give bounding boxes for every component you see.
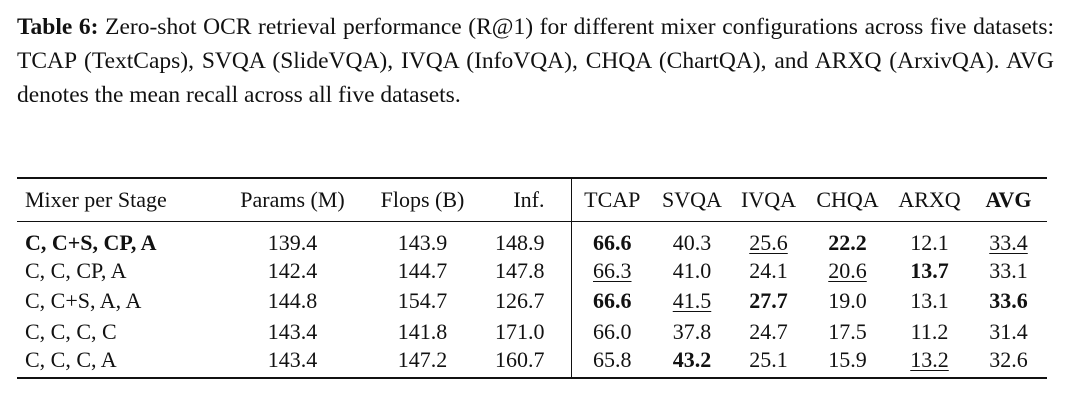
table-cell: 33.6 — [989, 288, 1028, 314]
table-cell: 126.7 — [495, 288, 545, 314]
table-cell: 66.6 — [570, 221, 653, 256]
table-row: C, C+S, A, A 144.8 154.7 126.7 66.6 41.5 27.7 1… — [17, 286, 1047, 317]
column-header: IVQA — [741, 186, 796, 212]
table-cell: 143.9 — [397, 229, 448, 255]
table-cell: 147.2 — [397, 347, 448, 372]
column-header: ARXQ — [898, 186, 961, 212]
table-cell: 32.6 — [989, 347, 1028, 372]
table-cell: 144.8 — [267, 288, 318, 314]
column-header: Flops (B) — [380, 186, 465, 212]
caption-text: Zero-shot OCR retrieval performance (R@1… — [17, 14, 1054, 108]
table-cell: 19.0 — [828, 288, 867, 314]
table-cell: 154.7 — [397, 288, 448, 314]
table-cell: 13.1 — [910, 288, 949, 314]
table-cell: 142.4 — [267, 257, 318, 283]
table-row: C, C, CP, A 142.4 144.7 147.8 66.3 41.0 24.1 20… — [17, 255, 1047, 286]
table-cell: 143.4 — [267, 347, 318, 372]
table-cell: C, C+S, CP, A — [25, 229, 157, 255]
table-cell: C, C, C, A — [25, 347, 117, 372]
table-cell: C, C, CP, A — [25, 257, 127, 283]
column-header: AVG — [985, 186, 1032, 212]
table-row: C, C+S, CP, A 139.4 143.9 148.9 66.6 40.3 25.6… — [17, 221, 1047, 256]
table-cell: 65.8 — [570, 347, 653, 378]
table-cell: 144.7 — [397, 257, 448, 283]
table-row: C, C, C, A 143.4 147.2 160.7 65.8 43.2 25.1 15.… — [17, 347, 1047, 378]
table-cell: 33.4 — [989, 229, 1028, 255]
table-cell: 27.7 — [749, 288, 788, 314]
table-cell: 24.1 — [749, 257, 788, 283]
table-cell: 17.5 — [828, 318, 867, 344]
table-caption: Table 6: Zero-shot OCR retrieval perform… — [17, 10, 1054, 112]
table-cell: 25.6 — [749, 229, 788, 255]
table-cell: C, C+S, A, A — [25, 288, 142, 314]
table-cell: 37.8 — [672, 318, 712, 344]
column-header: Mixer per Stage — [25, 186, 167, 212]
table-cell: 66.0 — [570, 316, 653, 347]
table-cell: 160.7 — [495, 347, 545, 372]
table-cell: 141.8 — [397, 318, 448, 344]
table-cell: 43.2 — [672, 347, 712, 372]
table-cell: 24.7 — [749, 318, 788, 344]
table-cell: 41.0 — [672, 257, 712, 283]
column-header: CHQA — [816, 186, 879, 212]
caption-label: Table 6: — [17, 14, 99, 40]
table-row: C, C, C, C 143.4 141.8 171.0 66.0 37.8 24.7 17.… — [17, 316, 1047, 347]
column-header: TCAP — [570, 178, 653, 221]
table-cell: 147.8 — [495, 257, 545, 283]
column-header: SVQA — [662, 186, 722, 212]
table-cell: 66.6 — [570, 286, 653, 317]
table-head: Mixer per Stage Params (M) Flops (B) Inf. TC… — [17, 178, 1047, 221]
table-cell: C, C, C, C — [25, 318, 117, 344]
table-cell: 143.4 — [267, 318, 318, 344]
table-cell: 12.1 — [910, 229, 949, 255]
table-cell: 15.9 — [828, 347, 867, 372]
table-cell: 40.3 — [672, 229, 712, 255]
table-cell: 22.2 — [828, 229, 867, 255]
header-row: Mixer per Stage Params (M) Flops (B) Inf. TC… — [17, 178, 1047, 221]
table-body: C, C+S, CP, A 139.4 143.9 148.9 66.6 40.3 25.6… — [17, 221, 1047, 378]
column-header: Inf. — [513, 186, 545, 212]
table-cell: 25.1 — [749, 347, 788, 372]
table-cell: 139.4 — [267, 229, 318, 255]
table-cell: 148.9 — [495, 229, 545, 255]
results-table: Mixer per Stage Params (M) Flops (B) Inf. TC… — [17, 177, 1047, 379]
table-cell: 13.2 — [910, 347, 949, 372]
table-cell: 20.6 — [828, 257, 867, 283]
table-cell: 171.0 — [495, 318, 545, 344]
table-cell: 66.3 — [570, 255, 653, 286]
table-cell: 11.2 — [910, 318, 949, 344]
column-header: Params (M) — [240, 186, 345, 212]
table-cell: 13.7 — [910, 257, 949, 283]
table-cell: 33.1 — [989, 257, 1028, 283]
table-cell: 41.5 — [672, 288, 712, 314]
table-cell: 31.4 — [989, 318, 1028, 344]
